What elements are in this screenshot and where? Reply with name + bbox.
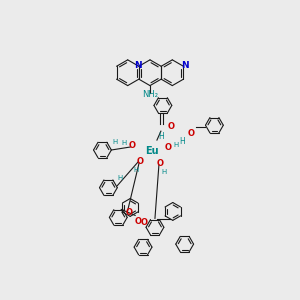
Text: O: O — [164, 142, 171, 152]
Text: H: H — [122, 140, 127, 146]
Text: NH₂: NH₂ — [142, 90, 158, 99]
Text: H: H — [161, 169, 167, 175]
Text: H: H — [158, 132, 164, 141]
Text: H: H — [173, 142, 178, 148]
Text: H: H — [113, 139, 118, 145]
Text: Eu: Eu — [145, 146, 159, 156]
Text: H: H — [179, 136, 184, 146]
Text: O: O — [126, 208, 133, 217]
Text: O: O — [141, 218, 148, 227]
Text: O: O — [135, 217, 142, 226]
Text: H: H — [118, 175, 123, 181]
Text: O: O — [156, 159, 164, 168]
Text: N: N — [181, 61, 188, 70]
Text: O: O — [188, 129, 195, 138]
Text: O: O — [136, 158, 144, 166]
Text: N: N — [134, 61, 142, 70]
Text: H: H — [134, 167, 139, 173]
Text: O: O — [167, 122, 174, 131]
Text: O: O — [129, 140, 136, 149]
